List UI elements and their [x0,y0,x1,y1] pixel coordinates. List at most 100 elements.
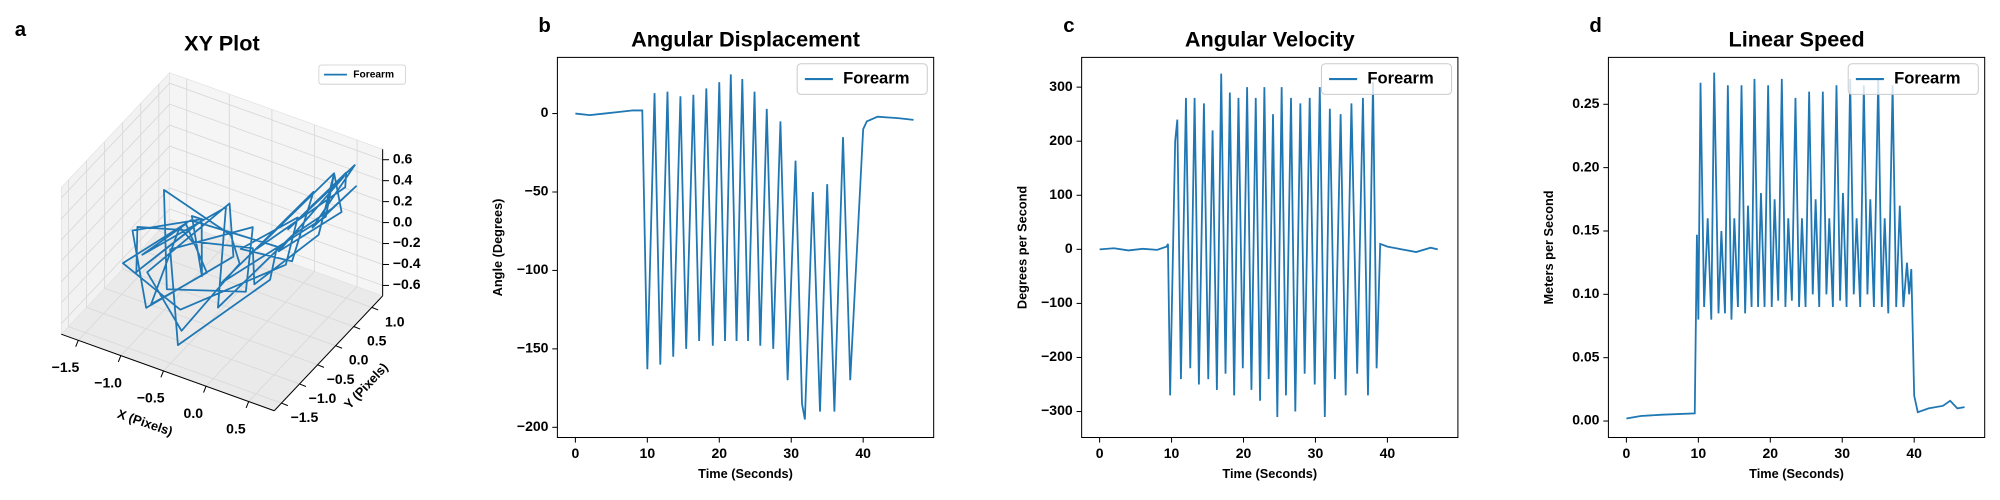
series-line-3d [122,164,357,347]
grid-line [122,268,336,347]
y-tick-label: −0.5 [327,371,355,387]
legend-box [796,63,928,95]
grid-line [205,271,315,387]
panel-label: d [1589,15,1601,37]
z-tick-label: 0.0 [393,213,413,229]
y-tick-label: 0.00 [1572,412,1599,428]
x-axis-label: X (Pixels) [116,406,175,439]
x-tick-label: 10 [1691,445,1707,461]
x-tick-label: −1.0 [94,374,122,390]
grid-line [77,225,188,341]
x-tick-label: 30 [1834,445,1850,461]
plot-frame [556,56,935,439]
y-tick-label: −200 [1041,348,1073,364]
y-tick-label: −1.5 [291,409,319,425]
series-line [1626,72,1965,420]
chart-title: Angular Velocity [1185,27,1355,52]
x-tick-label: 0.0 [184,405,204,421]
x-tick-label: 0.5 [226,420,246,436]
x-axis-label: Time (Seconds) [698,466,793,481]
y-tick-label: 200 [1049,132,1073,148]
chart-title: XY Plot [184,30,259,55]
y-tick-label: −150 [517,340,549,356]
legend-label: Forearm [1894,68,1960,87]
x-tick-label: 20 [1236,445,1252,461]
x-tick-label: 0 [571,445,579,461]
y-tick [281,402,289,407]
chart-title: Linear Speed [1729,27,1865,52]
legend-label: Forearm [1367,68,1433,87]
grid-line [169,145,383,223]
y-tick-label: 0.15 [1572,222,1599,238]
y-tick-label: 0.20 [1572,158,1599,174]
y-tick-label: 100 [1049,186,1073,202]
legend-label: Forearm [843,68,909,87]
grid-line [68,326,282,404]
x-tick-label: 0 [1096,445,1104,461]
panel-label: c [1063,15,1074,37]
legend-box [1320,63,1453,95]
legend-box [1847,63,1979,95]
y-tick-label: −200 [517,418,549,434]
y-tick-label: 0 [541,104,549,120]
panel-label: b [538,15,550,37]
x-tick [203,386,207,393]
x-tick-label: 30 [783,445,799,461]
series-line [1099,73,1438,417]
y-tick-label: 0.25 [1572,95,1599,111]
x-tick-label: 20 [1762,445,1778,461]
y-tick-label: −100 [1041,294,1073,310]
grid-line [60,82,170,199]
grid-line [140,249,354,327]
legend-box [318,64,406,85]
y-tick [353,326,361,330]
y-tick [317,364,325,368]
y-axis-label: Degrees per Second [1014,186,1029,309]
grid-line [248,286,358,402]
y-tick [299,383,307,387]
y-tick [371,306,379,311]
plot-frame [1607,56,1986,439]
x-tick-label: −0.5 [137,390,165,406]
y-tick-label: −1.0 [309,390,337,406]
legend-label: Forearm [353,69,394,80]
x-axis-line [61,333,275,412]
grid-line [60,124,170,241]
z-tick-label: −0.6 [393,276,421,292]
y-tick-label: −50 [525,183,549,199]
y-tick-label: 300 [1049,78,1073,94]
x-tick-label: 40 [1906,445,1922,461]
y-tick-label: 1.0 [385,313,405,329]
grid-line [86,306,300,385]
x-tick-label: −1.5 [52,359,80,375]
y-tick-label: 0 [1065,240,1073,256]
y-tick-label: 0.0 [349,352,369,368]
x-axis-label: Time (Seconds) [1749,466,1844,481]
x-tick [75,340,79,347]
grid-line [60,103,170,220]
grid-line [60,187,170,304]
grid-line [169,124,383,203]
z-tick-label: 0.6 [393,150,413,166]
y-axis-label: Angle (Degrees) [490,199,505,297]
x-tick-label: 30 [1308,445,1324,461]
y-tick [335,345,343,349]
grid-line [104,287,318,366]
grid-line [60,145,170,262]
z-tick-label: 0.4 [393,171,413,187]
grid-line [169,187,383,265]
x-tick [117,355,122,363]
plot-frame [1081,56,1459,439]
grid-line [169,82,383,161]
z-tick-label: −0.4 [393,255,421,271]
grid-line [169,103,383,182]
z-tick-label: −0.2 [393,234,421,250]
grid-line [120,240,230,356]
y-tick-label: 0.10 [1572,285,1599,301]
series-line [575,74,914,420]
y-tick-label: 0.05 [1572,348,1599,364]
x-tick-label: 10 [640,445,656,461]
grid-line [60,166,170,283]
